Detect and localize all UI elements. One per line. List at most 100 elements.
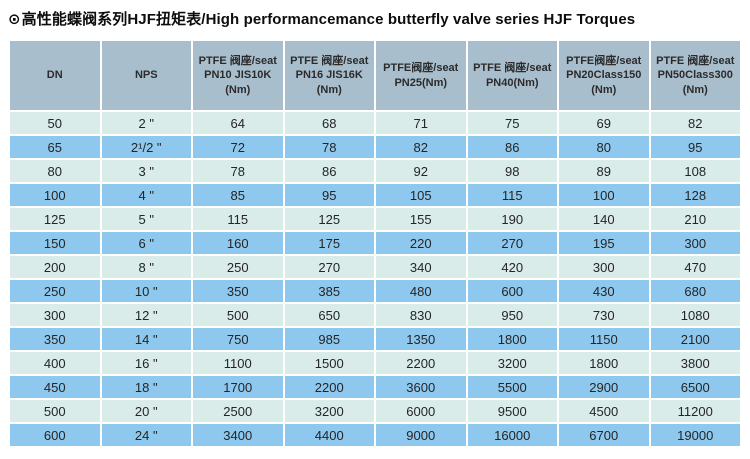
- table-cell: 82: [376, 136, 466, 158]
- table-cell: 50: [10, 112, 100, 134]
- table-cell: 500: [193, 304, 283, 326]
- table-cell: 72: [193, 136, 283, 158]
- table-cell: 69: [559, 112, 649, 134]
- table-row: 65 2¹/2 " 72 78 82 86 80 95: [10, 136, 740, 158]
- table-cell: 71: [376, 112, 466, 134]
- table-row: 50 2 " 64 68 71 75 69 82: [10, 112, 740, 134]
- table-row: 400 16 " 1100 1500 2200 3200 1800 3800: [10, 352, 740, 374]
- table-cell: 4400: [284, 424, 374, 446]
- table-cell: 3800: [650, 352, 740, 374]
- table-cell: 480: [376, 280, 466, 302]
- circle-bullet-icon: ⊙: [8, 11, 21, 28]
- table-cell: 20 ": [101, 400, 191, 422]
- table-cell: 2900: [559, 376, 649, 398]
- table-cell: 6000: [376, 400, 466, 422]
- table-cell: 64: [193, 112, 283, 134]
- table-cell: 350: [10, 328, 100, 350]
- table-cell: 1500: [284, 352, 374, 374]
- table-cell: 19000: [650, 424, 740, 446]
- table-cell: 12 ": [101, 304, 191, 326]
- table-cell: 14 ": [101, 328, 191, 350]
- table-cell: 400: [10, 352, 100, 374]
- table-row: 350 14 " 750 985 1350 1800 1150 2100: [10, 328, 740, 350]
- table-cell: 830: [376, 304, 466, 326]
- table-cell: 500: [10, 400, 100, 422]
- table-cell: 125: [10, 208, 100, 230]
- table-cell: 100: [10, 184, 100, 206]
- table-cell: 200: [10, 256, 100, 278]
- table-body: 50 2 " 64 68 71 75 69 82 65 2¹/2 " 72 78 82 86 80 95 80 3…: [10, 112, 740, 446]
- table-cell: 470: [650, 256, 740, 278]
- table-cell: 160: [193, 232, 283, 254]
- table-cell: 985: [284, 328, 374, 350]
- table-cell: 92: [376, 160, 466, 182]
- table-cell: 4500: [559, 400, 649, 422]
- table-row: 80 3 " 78 86 92 98 89 108: [10, 160, 740, 182]
- table-cell: 450: [10, 376, 100, 398]
- table-cell: 78: [193, 160, 283, 182]
- table-cell: 350: [193, 280, 283, 302]
- table-cell: 300: [10, 304, 100, 326]
- table-cell: 9000: [376, 424, 466, 446]
- table-cell: 10 ": [101, 280, 191, 302]
- table-row: 500 20 " 2500 3200 6000 9500 4500 11200: [10, 400, 740, 422]
- table-cell: 270: [284, 256, 374, 278]
- table-cell: 250: [193, 256, 283, 278]
- table-cell: 650: [284, 304, 374, 326]
- table-row: 300 12 " 500 650 830 950 730 1080: [10, 304, 740, 326]
- table-cell: 420: [467, 256, 557, 278]
- table-cell: 3 ": [101, 160, 191, 182]
- table-cell: 950: [467, 304, 557, 326]
- table-row: 200 8 " 250 270 340 420 300 470: [10, 256, 740, 278]
- table-cell: 11200: [650, 400, 740, 422]
- table-cell: 680: [650, 280, 740, 302]
- table-cell: 600: [467, 280, 557, 302]
- table-cell: 3200: [467, 352, 557, 374]
- table-cell: 95: [650, 136, 740, 158]
- table-cell: 89: [559, 160, 649, 182]
- table-cell: 1080: [650, 304, 740, 326]
- table-cell: 82: [650, 112, 740, 134]
- table-cell: 600: [10, 424, 100, 446]
- table-cell: 85: [193, 184, 283, 206]
- table-cell: 5 ": [101, 208, 191, 230]
- table-cell: 1150: [559, 328, 649, 350]
- table-cell: 270: [467, 232, 557, 254]
- table-cell: 3600: [376, 376, 466, 398]
- table-row: 125 5 " 115 125 155 190 140 210: [10, 208, 740, 230]
- table-cell: 68: [284, 112, 374, 134]
- table-cell: 1100: [193, 352, 283, 374]
- table-cell: 24 ": [101, 424, 191, 446]
- table-cell: 6 ": [101, 232, 191, 254]
- table-cell: 3200: [284, 400, 374, 422]
- table-cell: 300: [559, 256, 649, 278]
- table-cell: 190: [467, 208, 557, 230]
- table-cell: 6500: [650, 376, 740, 398]
- table-cell: 18 ": [101, 376, 191, 398]
- table-cell: 210: [650, 208, 740, 230]
- table-cell: 750: [193, 328, 283, 350]
- table-cell: 195: [559, 232, 649, 254]
- table-cell: 175: [284, 232, 374, 254]
- header-row: DN NPS PTFE 阀座/seat PN10 JIS10K (Nm) PTFE 阀…: [10, 41, 740, 110]
- table-cell: 105: [376, 184, 466, 206]
- table-cell: 1700: [193, 376, 283, 398]
- column-header: PTFE 阀座/seat PN10 JIS10K (Nm): [193, 41, 283, 110]
- column-header: PTFE 阀座/seat PN40(Nm): [467, 41, 557, 110]
- table-row: 250 10 " 350 385 480 600 430 680: [10, 280, 740, 302]
- table-cell: 140: [559, 208, 649, 230]
- table-cell: 2100: [650, 328, 740, 350]
- table-cell: 250: [10, 280, 100, 302]
- table-cell: 86: [467, 136, 557, 158]
- table-cell: 2200: [376, 352, 466, 374]
- column-header: NPS: [101, 41, 191, 110]
- table-cell: 98: [467, 160, 557, 182]
- column-header: PTFE阀座/seat PN25(Nm): [376, 41, 466, 110]
- table-cell: 3400: [193, 424, 283, 446]
- table-cell: 128: [650, 184, 740, 206]
- table-cell: 155: [376, 208, 466, 230]
- table-row: 150 6 " 160 175 220 270 195 300: [10, 232, 740, 254]
- table-cell: 80: [10, 160, 100, 182]
- table-row: 100 4 " 85 95 105 115 100 128: [10, 184, 740, 206]
- table-cell: 340: [376, 256, 466, 278]
